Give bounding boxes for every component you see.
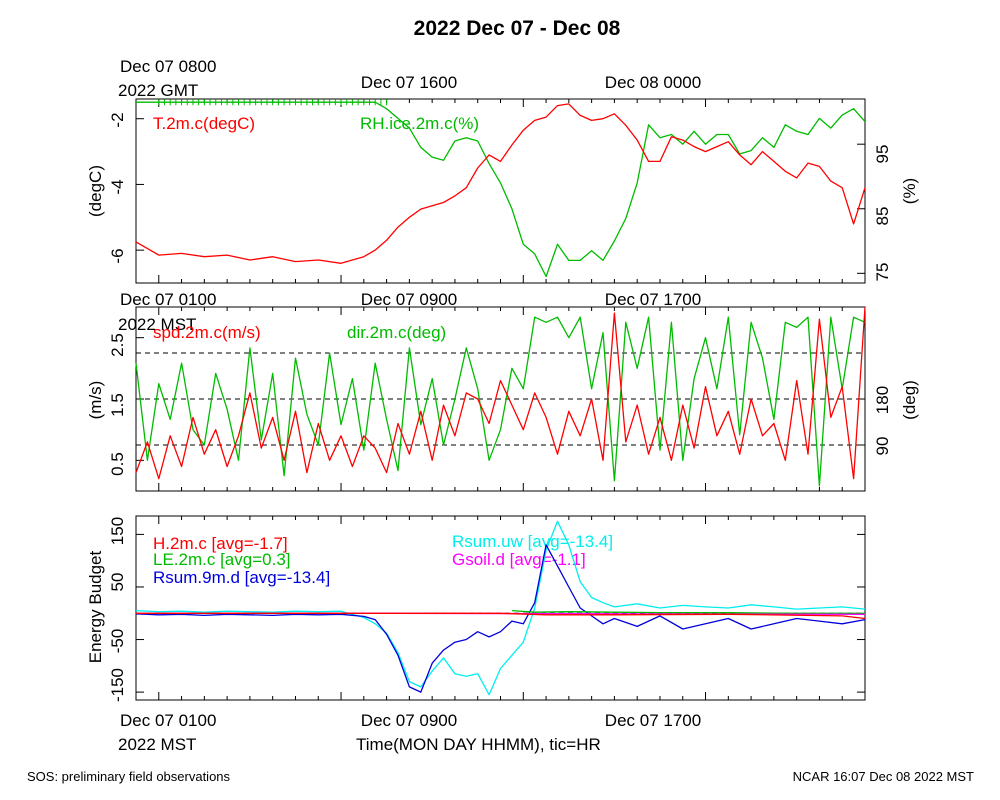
p2-legend-spd: spd.2m.c(m/s) (153, 323, 261, 342)
footer-right: NCAR 16:07 Dec 08 2022 MST (793, 769, 974, 784)
p1-right-tick-label-1: 85 (873, 207, 892, 226)
h-2m-line (136, 612, 866, 620)
p3-tick-label-1: 50 (108, 573, 127, 592)
bottom-time-label-1: Dec 07 0900 (361, 711, 457, 730)
p1-left-axis-label: (degC) (86, 165, 105, 217)
p2-left-tick-label-0: 2.5 (108, 333, 127, 357)
bottom-time-label-0: Dec 07 0100 (120, 711, 216, 730)
p3-legend-le: LE.2m.c [avg=0.3] (153, 550, 291, 569)
p2-right-axis-label: (deg) (900, 380, 919, 420)
p1-top-time-label-2: Dec 08 0000 (605, 73, 701, 92)
le-2m-line (511, 609, 865, 614)
p2-top-time-label-0: Dec 07 0100 (120, 290, 216, 309)
p2-left-tick-label-2: 0.5 (108, 452, 127, 476)
chart-title: 2022 Dec 07 - Dec 08 (414, 17, 621, 40)
p2-top-time-label-2: Dec 07 1700 (605, 290, 701, 309)
p3-y-axis-label: Energy Budget (86, 550, 105, 663)
p2-right-tick-label-0: 180 (873, 386, 892, 414)
p3-tick-label-2: -50 (108, 629, 127, 654)
p1-left-tick-label-0: -2 (108, 112, 127, 127)
p1-right-axis-label: (%) (900, 178, 919, 204)
p3-legend-h: H.2m.c [avg=-1.7] (153, 534, 288, 553)
p1-legend-t2m: T.2m.c(degC) (153, 114, 255, 133)
bottom-zone-label: 2022 MST (118, 735, 196, 754)
p1-left-tick-label-1: -4 (108, 179, 127, 194)
p3-legend-rsum9m: Rsum.9m.d [avg=-13.4] (153, 568, 330, 587)
p2-right-tick-label-1: 90 (873, 437, 892, 456)
p1-left-tick-label-2: -6 (108, 248, 127, 263)
p1-right-tick-label-2: 75 (873, 263, 892, 282)
p2-top-time-label-1: Dec 07 0900 (361, 290, 457, 309)
p3-legend-gsoil: Gsoil.d [avg=-1.1] (452, 550, 586, 569)
spd-2m-line (135, 306, 866, 480)
rsum-9m-line (135, 544, 866, 693)
p1-top-zone-label: 2022 GMT (118, 81, 198, 100)
p1-legend-rh: RH.ice.2m.c(%) (360, 114, 479, 133)
t-2m-line (135, 103, 866, 264)
dir-2m-line (135, 316, 866, 487)
p1-top-time-label-0: Dec 07 0800 (120, 57, 216, 76)
p1-top-time-label-1: Dec 07 1600 (361, 73, 457, 92)
chart-marks (135, 99, 866, 700)
rsum-uw-line (135, 520, 866, 696)
p3-tick-label-3: -150 (108, 668, 127, 702)
p3-legend-rsumuw: Rsum.uw [avg=-13.4] (452, 532, 613, 551)
p1-right-tick-label-0: 95 (873, 145, 892, 164)
footer-left: SOS: preliminary field observations (27, 769, 231, 784)
p2-top-zone-label: 2022 MST (118, 315, 196, 334)
p3-tick-label-0: 150 (108, 517, 127, 545)
p2-left-tick-label-1: 1.5 (108, 393, 127, 417)
p2-left-axis-label: (m/s) (86, 381, 105, 420)
bottom-time-label-2: Dec 07 1700 (605, 711, 701, 730)
x-axis-label: Time(MON DAY HHMM), tic=HR (356, 735, 601, 754)
p2-legend-dir: dir.2m.c(deg) (347, 323, 446, 342)
